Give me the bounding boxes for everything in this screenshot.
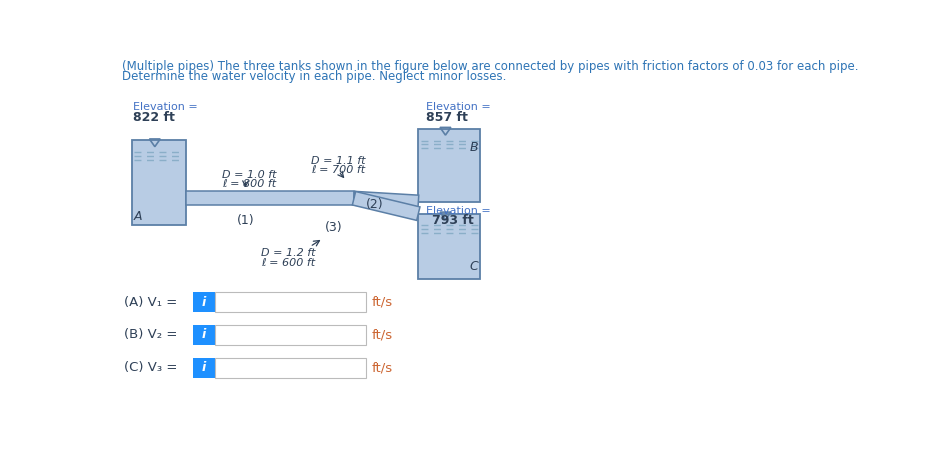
Text: D = 1.1 ft: D = 1.1 ft [311, 156, 366, 166]
Bar [215, 292, 366, 312]
Text: (1): (1) [237, 213, 254, 226]
Text: 857 ft: 857 ft [426, 111, 468, 124]
Polygon shape [354, 191, 419, 209]
Bar [419, 213, 480, 279]
Text: 822 ft: 822 ft [133, 111, 175, 124]
Text: i: i [201, 328, 206, 341]
Text: i: i [201, 361, 206, 374]
Text: Elevation =: Elevation = [426, 206, 491, 216]
Text: (2): (2) [366, 198, 383, 211]
Text: ft/s: ft/s [372, 296, 393, 309]
Text: (Multiple pipes) The three tanks shown in the figure below are connected by pipe: (Multiple pipes) The three tanks shown i… [121, 60, 858, 73]
Text: B: B [470, 140, 478, 153]
Text: ℓ = 600 ft: ℓ = 600 ft [261, 258, 315, 267]
Text: A: A [134, 210, 142, 223]
Text: (C) V₃ =: (C) V₃ = [124, 361, 177, 374]
Text: i: i [201, 296, 206, 309]
Text: C: C [470, 260, 478, 273]
Text: (3): (3) [326, 221, 343, 234]
Text: 793 ft: 793 ft [432, 214, 474, 227]
Text: D = 1.0 ft: D = 1.0 ft [222, 170, 277, 180]
Text: (A) V₁ =: (A) V₁ = [124, 296, 177, 309]
Text: Elevation =: Elevation = [133, 102, 198, 112]
Text: Elevation =: Elevation = [426, 102, 491, 112]
Bar [132, 140, 185, 225]
Bar [193, 358, 215, 378]
Polygon shape [185, 191, 354, 205]
Bar [193, 292, 215, 312]
Bar [193, 325, 215, 345]
Text: ft/s: ft/s [372, 361, 393, 374]
Text: Determine the water velocity in each pipe. Neglect minor losses.: Determine the water velocity in each pip… [121, 70, 506, 83]
Polygon shape [352, 192, 420, 220]
Text: ft/s: ft/s [372, 328, 393, 341]
Bar [215, 325, 366, 345]
Text: ℓ = 800 ft: ℓ = 800 ft [222, 179, 277, 189]
Text: (B) V₂ =: (B) V₂ = [124, 328, 177, 341]
Bar [419, 129, 480, 202]
Text: D = 1.2 ft: D = 1.2 ft [261, 248, 315, 258]
Bar [215, 358, 366, 378]
Text: ℓ = 700 ft: ℓ = 700 ft [311, 165, 365, 175]
